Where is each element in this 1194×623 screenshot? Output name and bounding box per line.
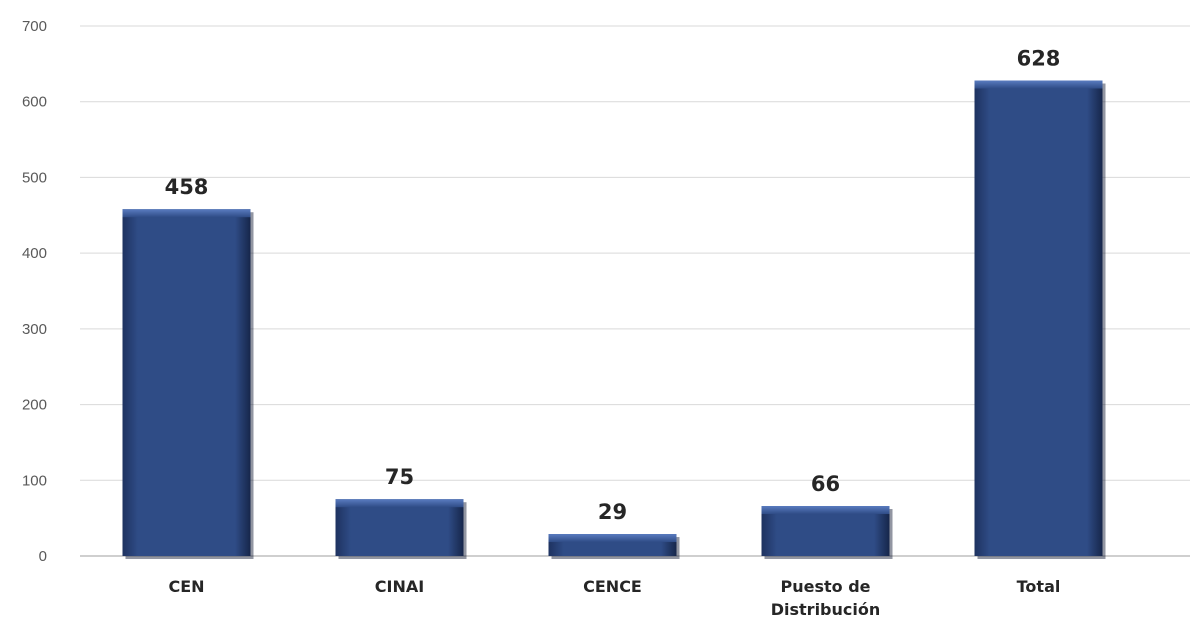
bar xyxy=(122,209,251,556)
y-axis-ticks: 0 100 200 300 400 500 600 700 xyxy=(22,18,47,565)
data-label: 29 xyxy=(598,500,627,524)
x-tick-label: CENCE xyxy=(583,577,642,596)
data-labels: 458 75 29 66 628 xyxy=(165,47,1061,525)
bar-puesto-de-distribución xyxy=(761,506,893,559)
y-tick-label: 200 xyxy=(22,397,47,414)
bar-cap xyxy=(974,80,1103,89)
y-tick-label: 100 xyxy=(22,472,47,489)
bar-cinai xyxy=(335,499,467,559)
data-label: 458 xyxy=(165,175,209,199)
bar-cap xyxy=(761,506,890,515)
data-label: 66 xyxy=(811,472,840,496)
x-tick-label: Puesto de Distribución xyxy=(771,577,881,619)
bar xyxy=(761,506,890,556)
y-tick-label: 400 xyxy=(22,245,47,262)
y-tick-label: 700 xyxy=(22,18,47,35)
bar-total xyxy=(974,80,1106,559)
y-tick-label: 300 xyxy=(22,321,47,338)
x-tick-label: CINAI xyxy=(375,577,424,596)
bar-cence xyxy=(548,534,680,559)
x-axis-labels: CEN CINAI CENCE Puesto de Distribución Total xyxy=(168,577,1060,619)
bars xyxy=(122,80,1106,559)
bar-cap xyxy=(122,209,251,218)
x-tick-label: Total xyxy=(1017,577,1061,596)
bar xyxy=(335,499,464,556)
data-label: 628 xyxy=(1017,47,1061,71)
bar-cap xyxy=(548,534,677,543)
bar-cen xyxy=(122,209,254,559)
x-tick-label: CEN xyxy=(168,577,204,596)
data-label: 75 xyxy=(385,465,414,489)
y-tick-label: 500 xyxy=(22,169,47,186)
bar-cap xyxy=(335,499,464,508)
y-tick-label: 0 xyxy=(39,548,47,565)
y-tick-label: 600 xyxy=(22,94,47,111)
bar xyxy=(974,80,1103,556)
